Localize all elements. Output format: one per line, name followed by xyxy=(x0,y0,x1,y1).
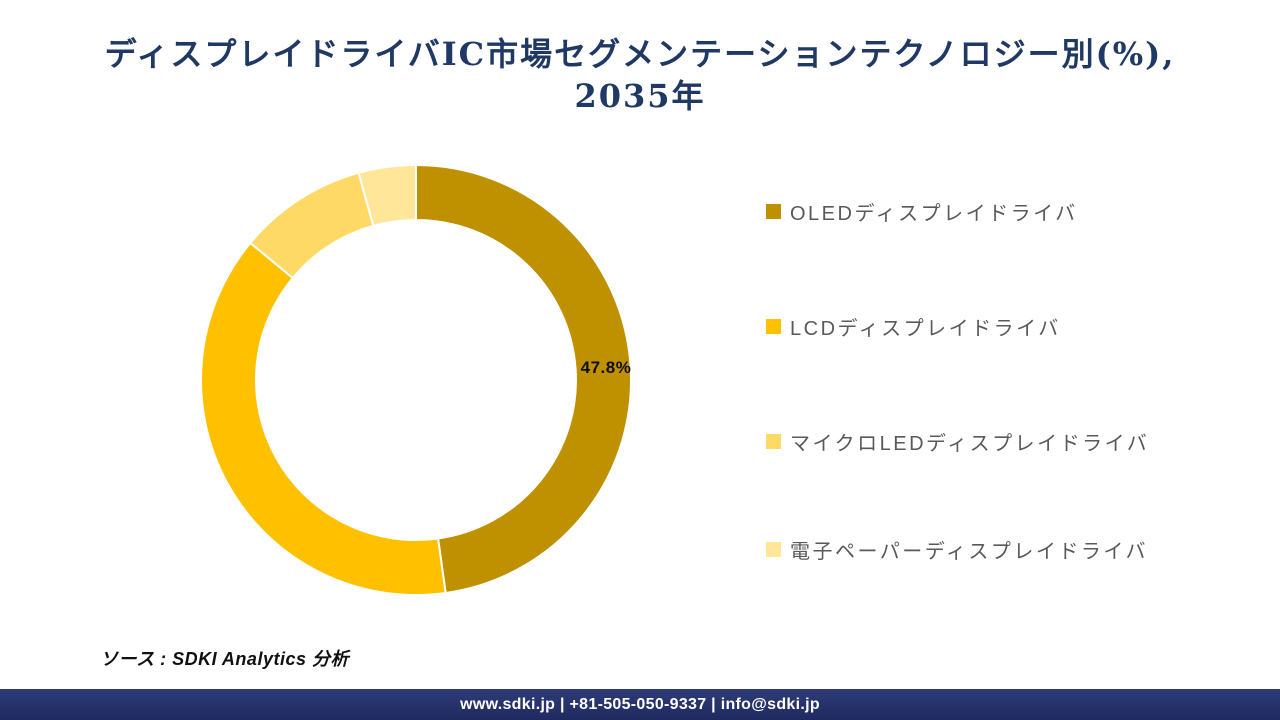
legend-swatch-microled xyxy=(766,434,781,449)
legend-label-lcd: LCDディスプレイドライバ xyxy=(790,318,1061,340)
legend-item-lcd: LCDディスプレイドライバ xyxy=(766,312,1061,341)
legend-swatch-lcd xyxy=(766,319,781,334)
legend-swatch-oled xyxy=(766,204,781,219)
legend-label-oled: OLEDディスプレイドライバ xyxy=(790,203,1078,225)
legend-label-epaper: 電子ペーパーディスプレイドライバ xyxy=(790,541,1148,563)
footer-bar: www.sdki.jp | +81-505-050-9337 | info@sd… xyxy=(0,689,1280,720)
footer-contact-text: www.sdki.jp | +81-505-050-9337 | info@sd… xyxy=(460,696,820,713)
donut-slice-1 xyxy=(200,241,447,596)
legend-item-epaper: 電子ペーパーディスプレイドライバ xyxy=(766,535,1148,564)
legend-item-oled: OLEDディスプレイドライバ xyxy=(766,197,1078,226)
donut-slice-0 xyxy=(415,164,632,594)
legend-swatch-epaper xyxy=(766,542,781,557)
donut-slice-3 xyxy=(357,164,417,227)
donut-chart: 47.8% xyxy=(200,164,632,596)
legend-label-microled: マイクロLEDディスプレイドライバ xyxy=(790,433,1150,455)
source-note: ソース : SDKI Analytics 分析 xyxy=(100,649,349,669)
legend: OLEDディスプレイドライバ LCDディスプレイドライバ マイクロLEDディスプ… xyxy=(766,0,1236,600)
legend-item-microled: マイクロLEDディスプレイドライバ xyxy=(766,427,1149,456)
chart-title-line1: ディスプレイドライバIC市場セグメンテーションテクノロジー別(%), xyxy=(104,35,1176,73)
slice-value-label: 47.8% xyxy=(581,358,632,377)
chart-title: ディスプレイドライバIC市場セグメンテーションテクノロジー別(%), 2035年 xyxy=(0,33,1280,117)
chart-title-line2: 2035年 xyxy=(574,77,706,116)
